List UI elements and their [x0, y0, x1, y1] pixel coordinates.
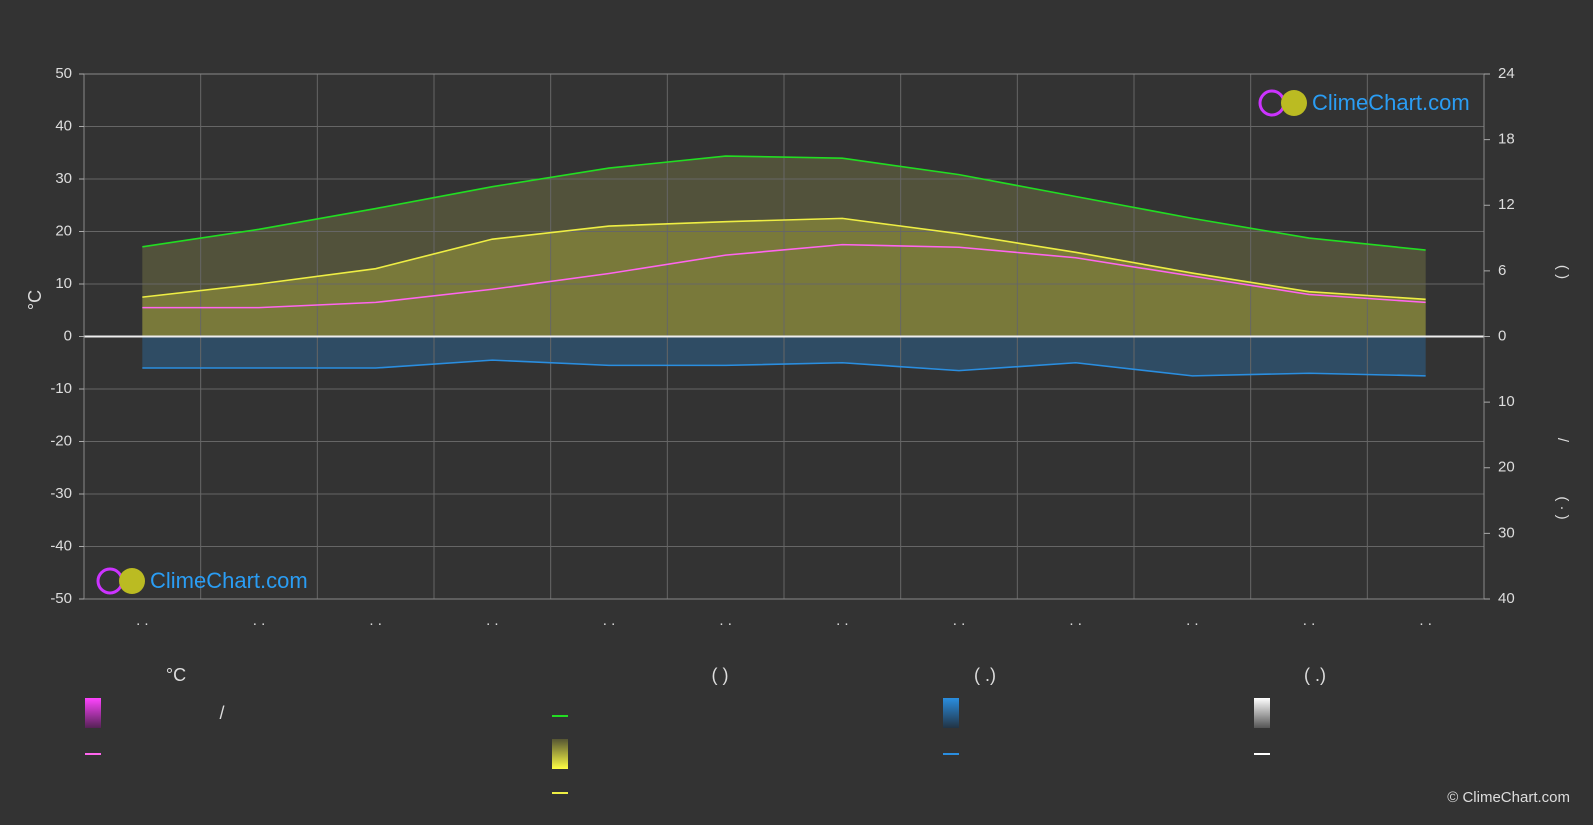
y3-tick-label: 30 [1498, 524, 1515, 541]
y2-tick-label: 24 [1498, 65, 1515, 82]
x-tick-label: . . [1303, 612, 1316, 629]
x-tick-label: . . [1419, 612, 1432, 629]
y-axis-label: °C [25, 290, 45, 310]
logo-icon [119, 568, 145, 594]
legend-swatch [85, 698, 101, 728]
y2-tick-label: 12 [1498, 196, 1515, 213]
y2-tick-label: 18 [1498, 131, 1515, 148]
x-tick-label: . . [369, 612, 382, 629]
logo: ClimeChart.com [1258, 89, 1470, 117]
y3-tick-label: 10 [1498, 393, 1515, 410]
legend-header: ( .) [1304, 665, 1326, 685]
logo-text: ClimeChart.com [1312, 90, 1470, 115]
y-tick-label: 40 [55, 117, 72, 134]
x-tick-label: . . [1186, 612, 1199, 629]
x-tick-label: . . [136, 612, 149, 629]
series-line [142, 359, 1426, 377]
x-tick-label: . . [253, 612, 266, 629]
y2-axis-label: / [1554, 438, 1571, 443]
y-tick-label: -10 [50, 380, 72, 397]
y-tick-label: 20 [55, 222, 72, 239]
y-tick-label: -20 [50, 432, 72, 449]
legend-header: ( .) [974, 665, 996, 685]
y-tick-label: -40 [50, 537, 72, 554]
y3-tick-label: 20 [1498, 459, 1515, 476]
x-tick-label: . . [953, 612, 966, 629]
legend-header: °C [166, 665, 186, 685]
y-tick-label: -50 [50, 590, 72, 607]
legend-header: ( ) [712, 665, 729, 685]
y-tick-label: 10 [55, 275, 72, 292]
logo-icon [1258, 89, 1286, 117]
y-tick-label: -30 [50, 485, 72, 502]
x-tick-label: . . [836, 612, 849, 629]
x-tick-label: . . [486, 612, 499, 629]
logo-icon [96, 567, 124, 595]
x-tick-label: . . [719, 612, 732, 629]
y2-axis-label: ( ) [1554, 265, 1571, 279]
x-tick-label: . . [1069, 612, 1082, 629]
legend-swatch [943, 698, 959, 728]
logo: ClimeChart.com [96, 567, 308, 595]
legend-swatch [552, 739, 568, 769]
legend-swatch [1254, 698, 1270, 728]
y-tick-label: 30 [55, 170, 72, 187]
logo-icon [1281, 90, 1307, 116]
logo-text: ClimeChart.com [150, 568, 308, 593]
y-tick-label: 50 [55, 65, 72, 82]
legend-text: / [219, 703, 224, 723]
y2-tick-label: 0 [1498, 327, 1506, 344]
y2-tick-label: 6 [1498, 262, 1506, 279]
plot: 50 40 30 20 10 0 -10 -20 -30 -40 -50 24 18 12 6 0 10 20 30… [50, 65, 1514, 629]
y2-axis-label: ( · ) [1554, 496, 1571, 519]
series-line [142, 155, 1426, 251]
copyright: © ClimeChart.com [1447, 789, 1570, 806]
series-line [142, 217, 1426, 301]
series-line [142, 243, 1426, 309]
y3-tick-label: 40 [1498, 590, 1515, 607]
x-tick-label: . . [603, 612, 616, 629]
y-tick-label: 0 [64, 327, 72, 344]
